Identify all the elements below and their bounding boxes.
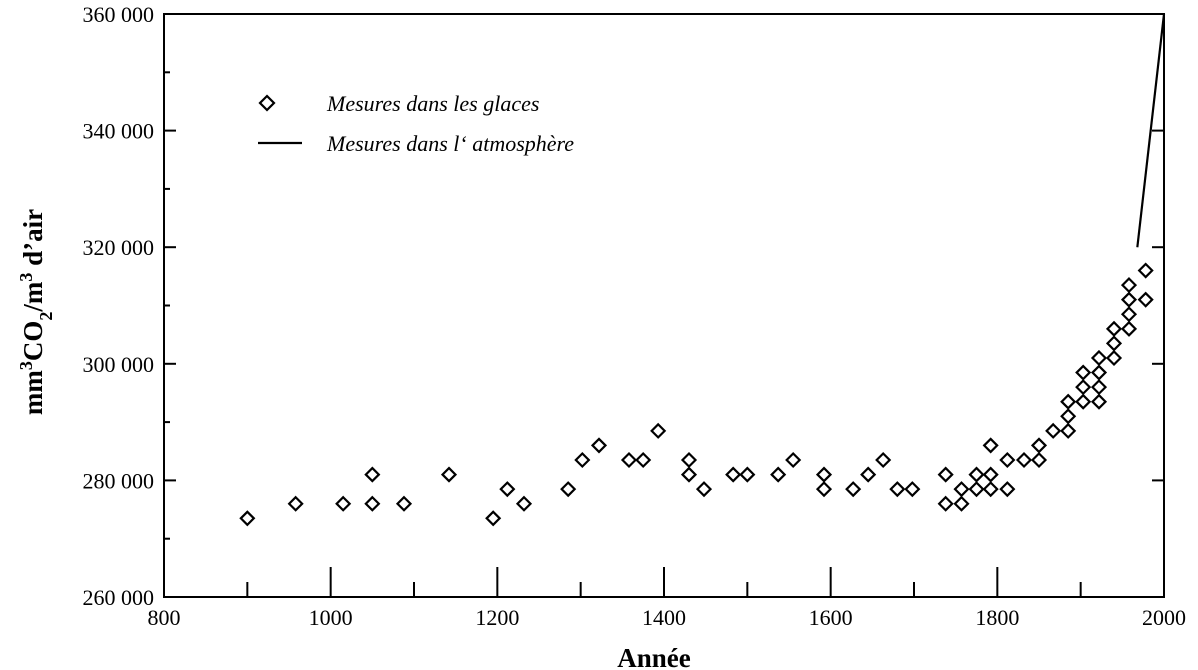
ice-core-point xyxy=(574,451,591,469)
ice-core-point xyxy=(1105,320,1123,337)
y-tick-label: 340 000 xyxy=(83,119,155,144)
ice-core-point xyxy=(239,510,256,527)
ice-core-point xyxy=(770,466,787,483)
y-axis-title-part: /m xyxy=(18,281,48,313)
ice-core-point xyxy=(364,495,381,512)
ice-core-point xyxy=(1137,291,1154,308)
ice-core-point xyxy=(860,466,877,483)
ice-core-point xyxy=(968,481,985,498)
y-tick-label: 300 000 xyxy=(83,352,155,377)
ice-core-point xyxy=(287,495,304,512)
ice-core-point xyxy=(485,510,502,527)
x-axis: 800 1000 1200 1400 1600 1800 2000 xyxy=(148,567,1186,630)
ice-core-point xyxy=(785,451,802,469)
ice-core-point xyxy=(1075,364,1092,381)
ice-core-point xyxy=(1137,262,1154,279)
ice-core-point xyxy=(560,481,577,498)
ice-core-point xyxy=(680,466,698,483)
ice-core-point xyxy=(499,481,516,498)
y-tick-label: 280 000 xyxy=(83,468,155,493)
y-axis-title-part: CO xyxy=(18,321,48,362)
ice-core-point xyxy=(953,481,970,498)
ice-core-point xyxy=(999,451,1016,469)
ice-core-point xyxy=(395,495,413,512)
ice-core-point xyxy=(889,481,906,498)
ice-core-point xyxy=(845,481,862,498)
legend-label-atmosphere: Mesures dans l‘ atmosphère xyxy=(326,131,574,156)
ice-core-point xyxy=(1075,379,1092,396)
ice-core-point xyxy=(695,481,713,498)
plot-border xyxy=(163,13,1165,598)
ice-core-point xyxy=(590,437,608,454)
ice-core-point xyxy=(1030,437,1048,454)
x-tick-label: 800 xyxy=(148,605,181,630)
ice-core-point xyxy=(739,466,756,483)
ice-core-point xyxy=(1090,364,1108,381)
y-axis-title-part: 3 xyxy=(16,361,36,370)
x-tick-label: 1400 xyxy=(642,605,686,630)
y-tick-label: 320 000 xyxy=(83,235,155,260)
ice-core-point xyxy=(620,451,638,469)
ice-core-point xyxy=(953,495,970,512)
x-tick-label: 2000 xyxy=(1142,605,1186,630)
y-axis-title: mm3CO2/m3 d’air xyxy=(16,209,56,415)
ice-core-point xyxy=(1060,408,1077,425)
ice-core-point xyxy=(335,495,352,512)
ice-core-point xyxy=(1120,306,1138,323)
ice-core-point xyxy=(650,422,667,439)
ice-core-point xyxy=(968,466,985,483)
ice-core-point xyxy=(982,437,999,454)
ice-core-point xyxy=(515,495,533,512)
ice-core-point xyxy=(440,466,458,483)
ice-core-point xyxy=(635,451,652,469)
y-axis-title-part: d’air xyxy=(18,209,48,273)
ice-core-point xyxy=(364,466,381,483)
ice-core-point xyxy=(937,466,954,483)
data-marks xyxy=(239,13,1166,527)
ice-core-point xyxy=(725,466,742,483)
ice-core-point xyxy=(815,466,833,483)
ice-core-point xyxy=(1120,277,1138,294)
y-tick-label: 360 000 xyxy=(83,2,155,27)
ice-core-point xyxy=(937,495,954,512)
ice-core-point xyxy=(815,481,833,498)
x-tick-label: 1600 xyxy=(809,605,853,630)
ice-core-point xyxy=(1060,393,1077,410)
ice-core-point xyxy=(1105,349,1123,367)
plot-area xyxy=(163,13,1165,598)
ice-core-point xyxy=(1120,291,1138,308)
x-tick-label: 1800 xyxy=(975,605,1019,630)
legend-label-glaces: Mesures dans les glaces xyxy=(326,91,539,116)
ice-core-point xyxy=(1075,393,1092,410)
y-axis-title-part: 2 xyxy=(36,312,56,321)
legend: Mesures dans les glaces Mesures dans l‘ … xyxy=(258,91,574,156)
ice-core-point xyxy=(1015,451,1033,469)
x-tick-label: 1200 xyxy=(475,605,519,630)
ice-core-point xyxy=(1105,335,1123,352)
ice-core-point xyxy=(982,466,999,483)
y-tick-label: 260 000 xyxy=(83,585,155,610)
x-tick-label: 1000 xyxy=(309,605,353,630)
ice-core-point xyxy=(1090,393,1108,410)
legend-diamond-marker xyxy=(258,94,276,112)
atmosphere-line xyxy=(1136,13,1166,248)
ice-core-point xyxy=(904,481,921,498)
ice-core-point xyxy=(1090,379,1108,396)
x-axis-title: Année xyxy=(617,643,691,670)
ice-core-point xyxy=(999,481,1016,498)
ice-core-point xyxy=(680,451,698,469)
y-axis-title-part: 3 xyxy=(16,273,36,282)
ice-core-point xyxy=(875,451,892,469)
ice-core-point xyxy=(982,481,999,498)
ice-core-point xyxy=(1045,422,1062,439)
y-axis-title-part: mm xyxy=(18,370,48,415)
ice-core-point xyxy=(1120,320,1138,337)
y-axis: 260 000 280 000 300 000 320 000 340 000 360 0… xyxy=(83,2,1164,610)
ice-core-point xyxy=(1060,422,1077,439)
ice-core-point xyxy=(1090,349,1108,367)
ice-core-point xyxy=(1030,451,1048,469)
